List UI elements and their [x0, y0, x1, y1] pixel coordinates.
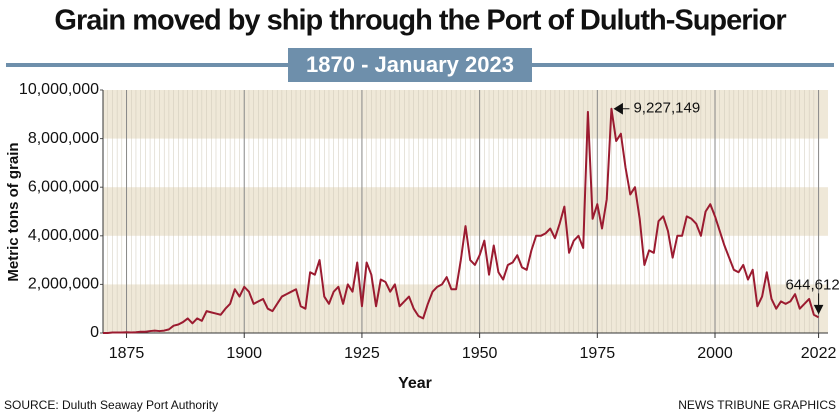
y-tick-label: 6,000,000	[28, 178, 99, 195]
value-label: 644,612	[785, 276, 839, 293]
chart-title: Grain moved by ship through the Port of …	[54, 5, 786, 37]
x-tick-label: 2000	[697, 345, 733, 362]
y-tick-label: 10,000,000	[19, 81, 99, 98]
credit: NEWS TRIBUNE GRAPHICS	[678, 398, 836, 412]
x-tick-label: 1925	[344, 345, 380, 362]
y-tick-label: 8,000,000	[28, 130, 99, 147]
x-tick-label: 2022	[801, 345, 837, 362]
y-tick-label: 0	[90, 324, 99, 341]
x-tick-label: 1950	[462, 345, 498, 362]
x-tick-label: 1900	[226, 345, 262, 362]
plot: 0 2,000,000 4,000,000 6,000,000 8,000,000 10,…	[19, 81, 840, 362]
y-axis-label: Metric tons of grain	[5, 142, 22, 281]
annotation-arrow	[613, 102, 630, 115]
y-tick-label: 4,000,000	[28, 227, 99, 244]
annotation-arrow	[813, 293, 824, 315]
x-tick-label: 1875	[109, 345, 145, 362]
x-tick-label: 1975	[580, 345, 616, 362]
x-axis-label: Year	[398, 375, 432, 392]
subtitle: 1870 - January 2023	[306, 52, 514, 77]
source: SOURCE: Duluth Seaway Port Authority	[4, 398, 218, 412]
data-line	[103, 107, 820, 334]
subtitle-box	[288, 48, 532, 82]
value-label: 9,227,149	[633, 100, 700, 117]
y-tick-label: 2,000,000	[28, 276, 99, 293]
